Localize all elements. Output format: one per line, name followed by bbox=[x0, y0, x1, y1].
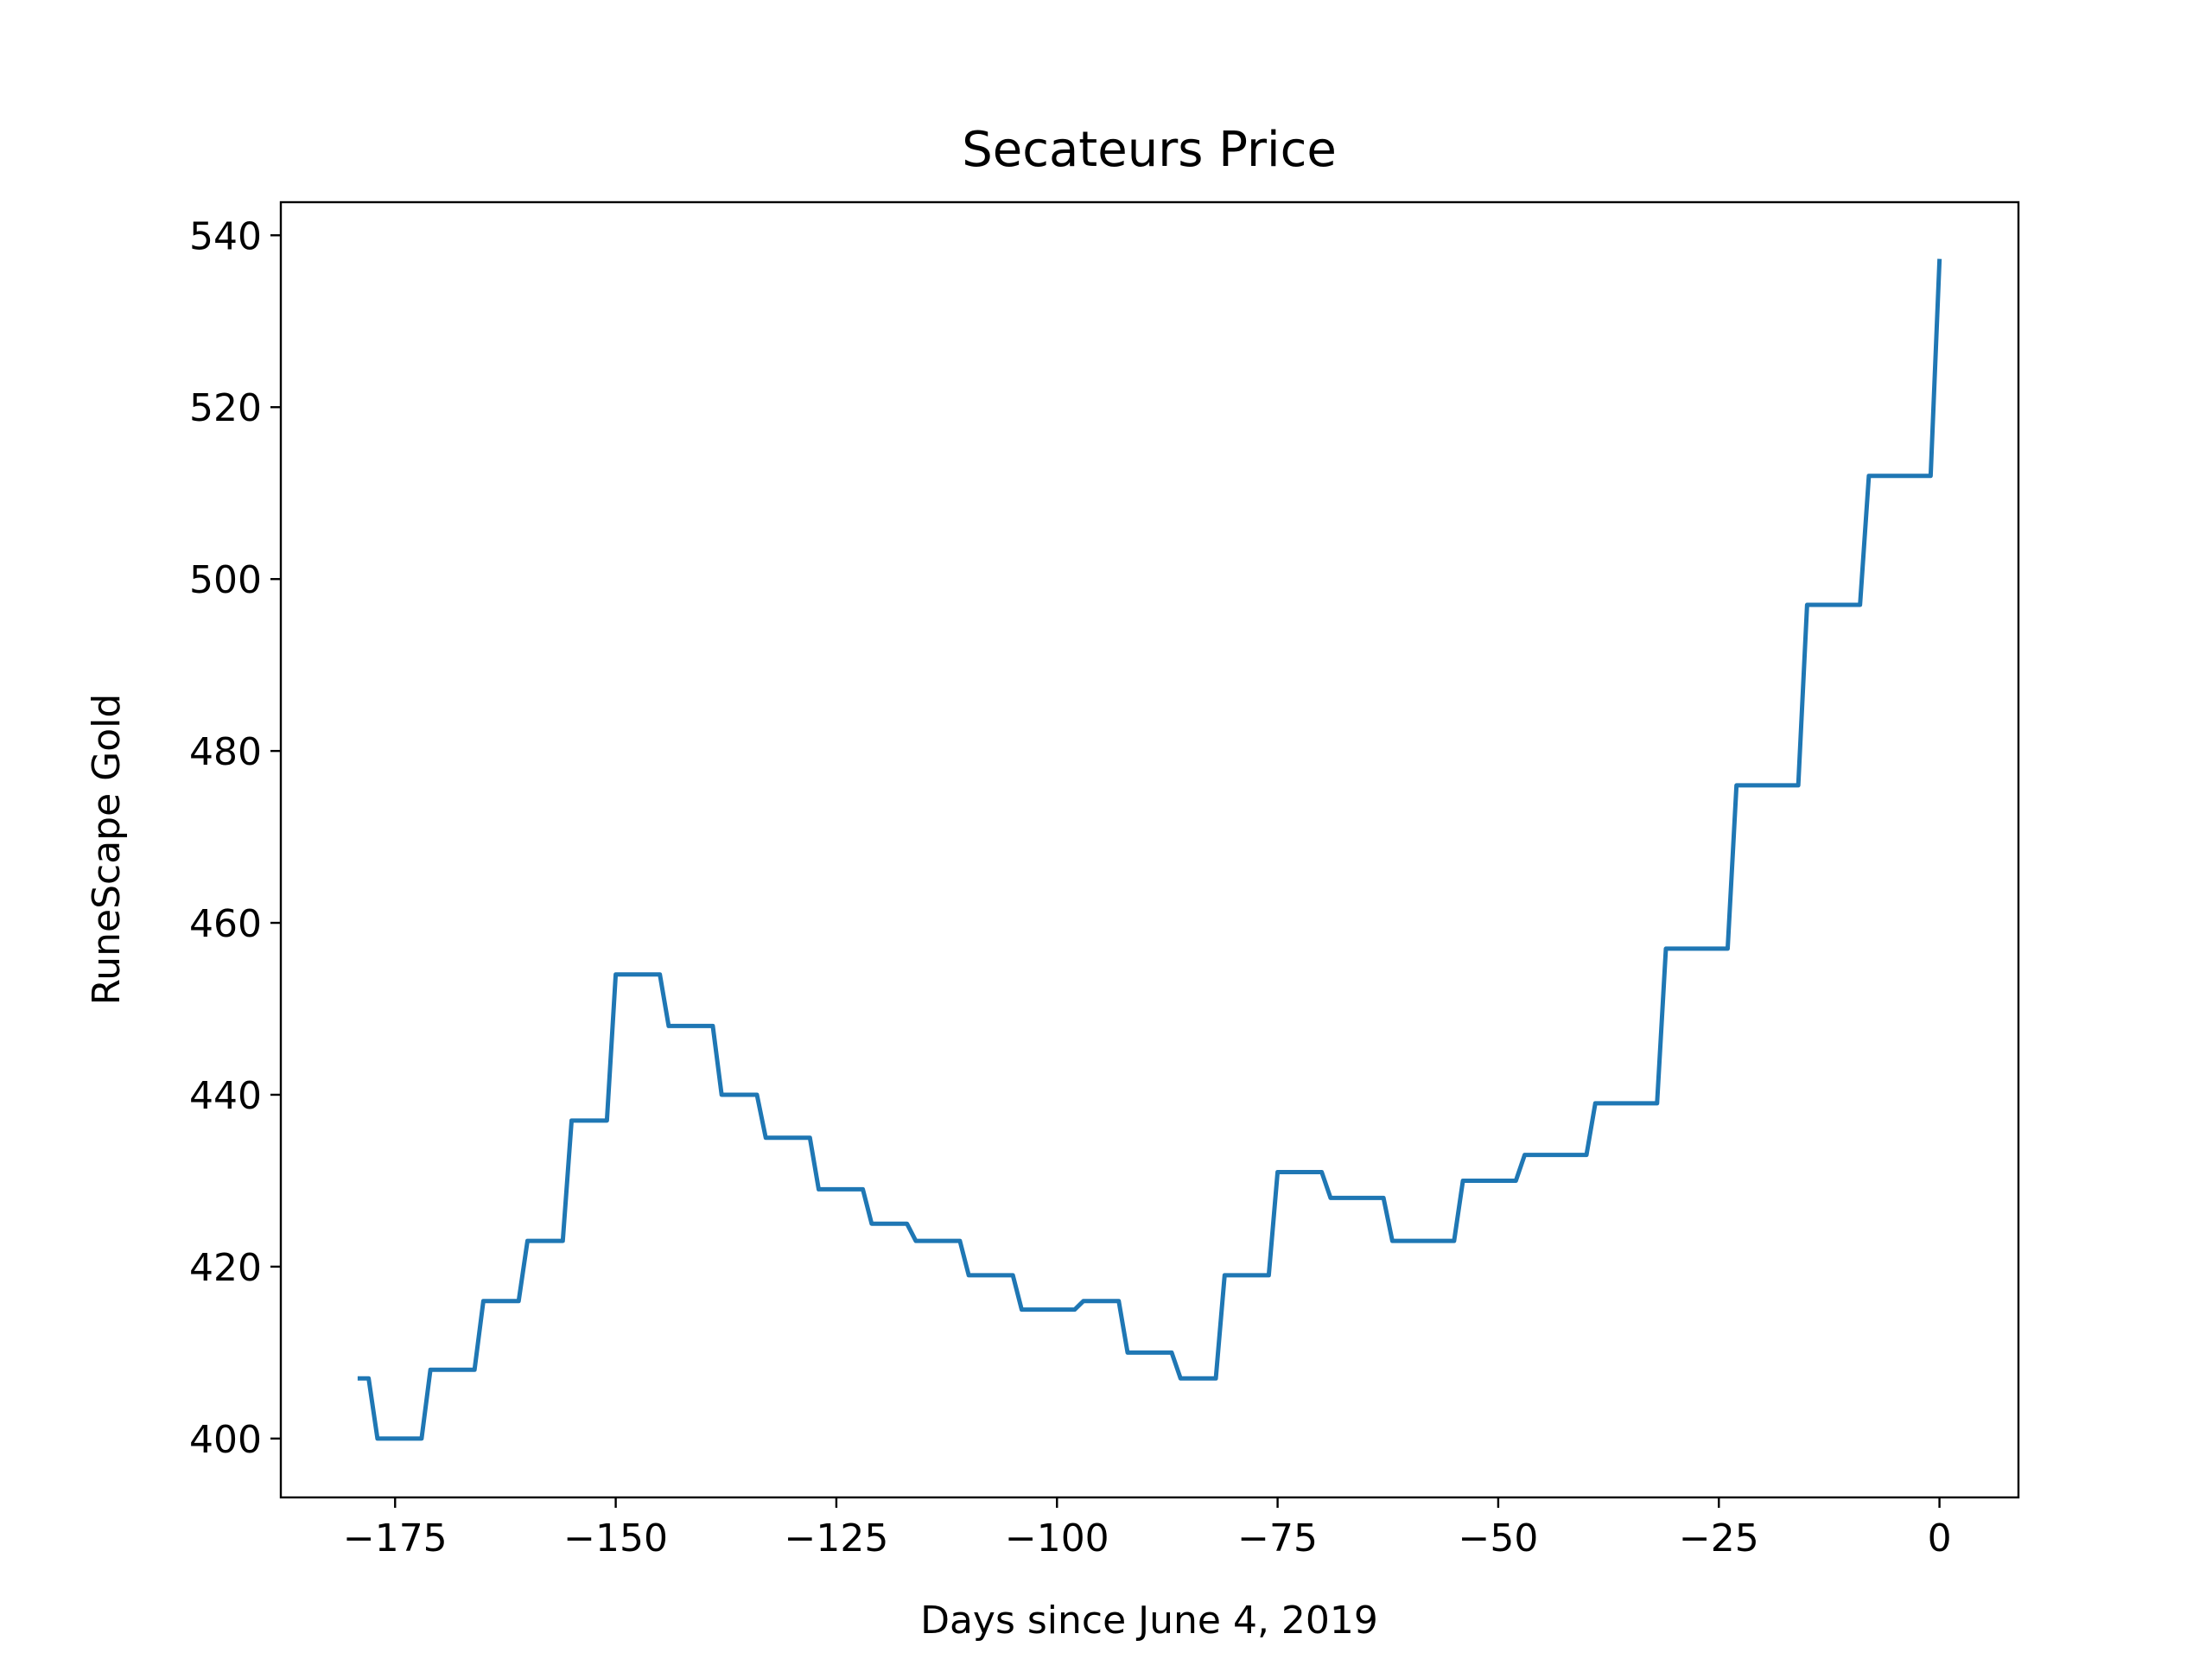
y-tick-label: 440 bbox=[189, 1074, 262, 1118]
y-tick-label: 520 bbox=[189, 386, 262, 430]
x-tick-label: −75 bbox=[1237, 1516, 1318, 1560]
y-tick-label: 480 bbox=[189, 730, 262, 774]
y-tick-label: 420 bbox=[189, 1246, 262, 1290]
x-tick-label: −125 bbox=[784, 1516, 888, 1560]
x-tick-label: −25 bbox=[1679, 1516, 1759, 1560]
x-tick-label: −175 bbox=[343, 1516, 448, 1560]
chart-title: Secateurs Price bbox=[962, 122, 1337, 178]
x-tick-label: 0 bbox=[1928, 1516, 1952, 1560]
plot-frame bbox=[279, 200, 2020, 1499]
x-tick-label: −100 bbox=[1005, 1516, 1109, 1560]
y-tick-label: 400 bbox=[189, 1418, 262, 1462]
y-tick-label: 540 bbox=[189, 214, 262, 258]
x-tick-label: −150 bbox=[563, 1516, 668, 1560]
y-tick-label: 500 bbox=[189, 558, 262, 602]
y-tick-label: 460 bbox=[189, 902, 262, 946]
y-axis-label: RuneScape Gold bbox=[85, 694, 129, 1006]
x-axis-label: Days since June 4, 2019 bbox=[920, 1599, 1378, 1643]
price-line bbox=[357, 258, 1942, 1441]
x-tick-label: −50 bbox=[1458, 1516, 1538, 1560]
